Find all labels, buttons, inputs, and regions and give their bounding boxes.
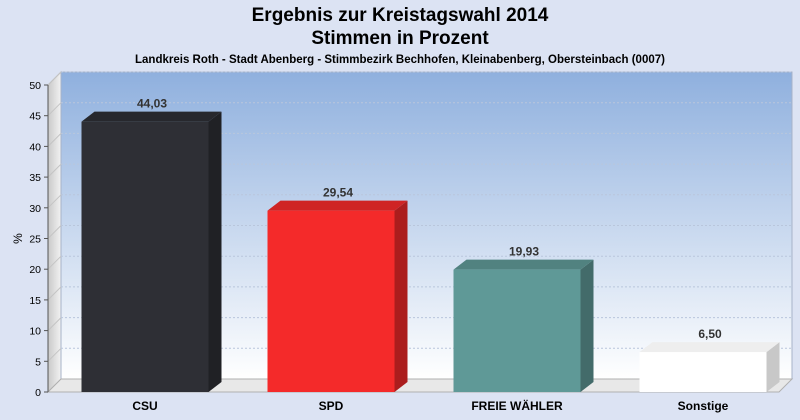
chart-title: Ergebnis zur Kreistagswahl 2014 Stimmen … (0, 4, 800, 50)
y-tick-label: 15 (29, 295, 41, 307)
y-tick-label: 10 (29, 326, 41, 338)
y-axis-label: % (11, 233, 25, 244)
grid-line-wall (47, 317, 62, 331)
y-tick-label: 35 (29, 172, 41, 184)
bar-freie-wähler (453, 259, 594, 392)
data-label: 19,93 (509, 245, 539, 259)
y-tick-label: 20 (29, 264, 41, 276)
grid-line-wall (47, 194, 62, 209)
data-label: 44,03 (137, 97, 167, 111)
bar-side (580, 259, 594, 392)
bar-front (453, 269, 581, 392)
bar-sonstige (639, 342, 780, 392)
y-tick-label: 40 (29, 141, 41, 153)
chart-title-line-1: Ergebnis zur Kreistagswahl 2014 (251, 5, 549, 26)
x-tick-label: CSU (132, 399, 157, 413)
x-tick-label: SPD (319, 399, 344, 413)
data-label: 29,54 (323, 186, 353, 200)
y-tick-label: 30 (29, 203, 41, 215)
y-tick-label: 5 (35, 356, 41, 368)
y-tick-label: 45 (29, 111, 41, 123)
grid-line-wall (47, 286, 62, 301)
grid-line-wall (47, 71, 62, 86)
data-label: 6,50 (698, 327, 722, 341)
y-tick-label: 50 (29, 80, 41, 92)
bar-side (766, 342, 780, 392)
bar-top (267, 200, 408, 211)
y-tick-label: 0 (35, 387, 41, 399)
bar-top (639, 342, 780, 353)
grid-line-wall (47, 255, 62, 270)
bar-top (453, 259, 594, 270)
grid-line-wall (47, 133, 62, 147)
bar-side (208, 111, 222, 393)
x-tick-label: Sonstige (678, 399, 729, 413)
bar-csu (81, 111, 222, 393)
bar-front (81, 121, 209, 393)
bar-front (639, 352, 767, 392)
chart-title-line-2: Stimmen in Prozent (311, 28, 489, 49)
grid-line-wall (47, 225, 62, 239)
y-tick-label: 25 (29, 234, 41, 246)
bar-front (267, 210, 395, 392)
bar-spd (267, 200, 408, 392)
bar-top (81, 111, 222, 122)
bar-side (394, 200, 408, 392)
x-tick-label: FREIE WÄHLER (471, 398, 563, 413)
grid-line-wall (47, 102, 62, 117)
chart-subtitle: Landkreis Roth - Stadt Abenberg - Stimmb… (135, 54, 665, 66)
grid-line-wall (47, 347, 62, 362)
grid-line-wall (47, 163, 62, 178)
